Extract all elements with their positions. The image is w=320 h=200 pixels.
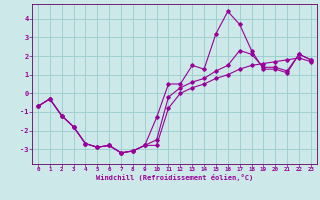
- X-axis label: Windchill (Refroidissement éolien,°C): Windchill (Refroidissement éolien,°C): [96, 174, 253, 181]
